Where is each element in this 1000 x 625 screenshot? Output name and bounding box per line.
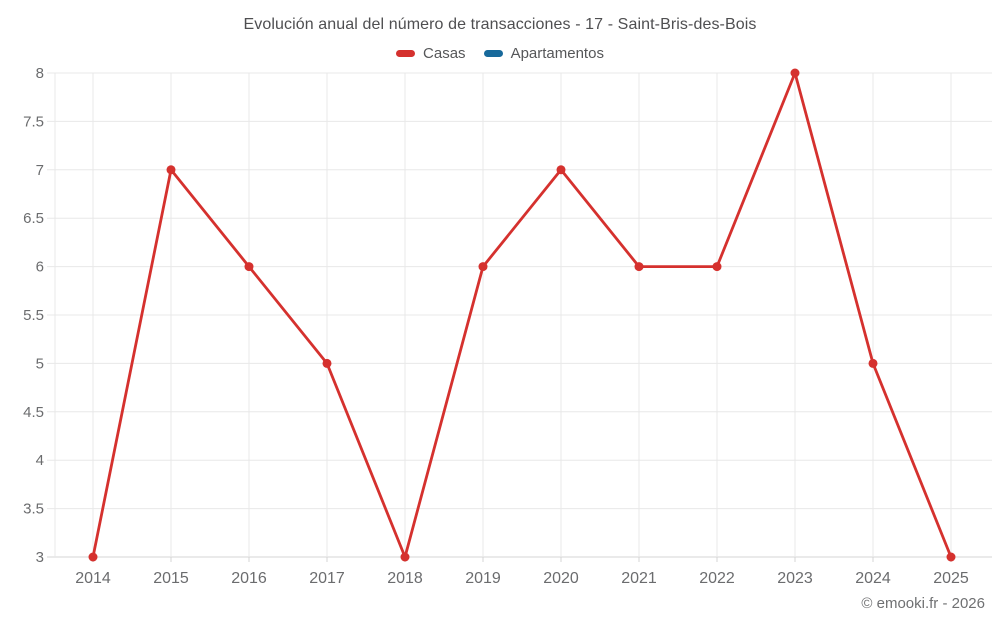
chart-title: Evolución anual del número de transaccio… (243, 16, 757, 33)
svg-text:2018: 2018 (387, 570, 423, 587)
chart-legend: Casas Apartamentos (0, 45, 1000, 62)
legend-label-casas: Casas (423, 45, 466, 62)
svg-text:7: 7 (36, 162, 44, 179)
svg-text:6.5: 6.5 (23, 210, 44, 227)
data-point-2021[interactable] (634, 262, 644, 272)
apartamentos-series-swatch-icon (483, 50, 503, 57)
svg-text:5: 5 (36, 355, 44, 372)
svg-text:2017: 2017 (309, 570, 345, 587)
data-point-2015[interactable] (166, 165, 176, 175)
legend-item-apartamentos[interactable]: Apartamentos (483, 45, 604, 62)
svg-text:4.5: 4.5 (23, 404, 44, 421)
data-point-2017[interactable] (322, 358, 332, 368)
svg-text:5.5: 5.5 (23, 307, 44, 324)
footer-credit: © emooki.fr - 2026 (861, 595, 985, 612)
x-axis-labels: 2014 2015 2016 2017 2018 2019 2020 2021 2022 2023… (75, 570, 969, 587)
svg-text:2022: 2022 (699, 570, 735, 587)
data-point-2016[interactable] (244, 262, 254, 272)
data-point-2018[interactable] (400, 552, 410, 562)
svg-text:6: 6 (36, 259, 44, 276)
svg-text:2019: 2019 (465, 570, 501, 587)
series-casas (88, 68, 956, 562)
data-point-2023[interactable] (790, 68, 800, 78)
svg-text:7.5: 7.5 (23, 113, 44, 130)
svg-text:2021: 2021 (621, 570, 657, 587)
svg-text:2016: 2016 (231, 570, 267, 587)
svg-text:2015: 2015 (153, 570, 189, 587)
legend-item-casas[interactable]: Casas (396, 45, 466, 62)
svg-text:2014: 2014 (75, 570, 111, 587)
svg-text:8: 8 (36, 65, 44, 82)
svg-text:2020: 2020 (543, 570, 579, 587)
gridlines (47, 72, 992, 562)
data-point-2024[interactable] (868, 358, 878, 368)
legend-label-apartamentos: Apartamentos (510, 45, 604, 62)
data-point-2014[interactable] (88, 552, 98, 562)
svg-text:4: 4 (36, 452, 44, 469)
svg-text:3: 3 (36, 549, 44, 566)
svg-text:2024: 2024 (855, 570, 891, 587)
svg-text:2025: 2025 (933, 570, 969, 587)
data-point-2020[interactable] (556, 165, 566, 175)
data-point-2019[interactable] (478, 262, 488, 272)
svg-text:2023: 2023 (777, 570, 813, 587)
data-point-2025[interactable] (946, 552, 956, 562)
casas-series-swatch-icon (396, 50, 416, 57)
y-axis-labels: 3 3.5 4 4.5 5 5.5 6 6.5 7 7.5 8 (23, 65, 44, 566)
data-point-2022[interactable] (712, 262, 722, 272)
svg-text:3.5: 3.5 (23, 501, 44, 518)
